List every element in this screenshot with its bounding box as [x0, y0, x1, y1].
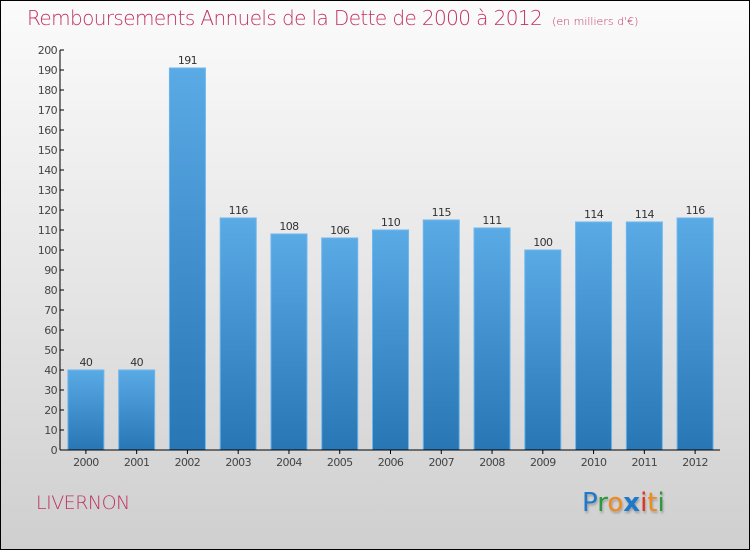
x-tick-label-2007: 2007: [428, 456, 454, 469]
y-tick-label: 160: [38, 124, 58, 137]
logo-letter: t: [647, 488, 658, 518]
y-tick-label: 10: [44, 424, 57, 437]
y-tick-label: 50: [44, 344, 57, 357]
logo-letter: i: [640, 488, 648, 518]
y-tick-label: 0: [51, 444, 58, 457]
bar-2002: [168, 67, 206, 451]
x-tick-label-2004: 2004: [276, 456, 302, 469]
y-tick-label: 60: [44, 324, 57, 337]
x-tick-label-2010: 2010: [581, 456, 607, 469]
data-label-2000: 40: [79, 356, 92, 369]
y-axis: 0 10 20 30 40 50 60 70 80 90 100 110 120 130 140 150 160…: [38, 44, 64, 457]
logo-letter: x: [623, 488, 641, 518]
data-label-2006: 110: [381, 216, 401, 229]
y-tick-label: 70: [44, 304, 57, 317]
logo-letter: o: [607, 488, 624, 518]
logo-letter: i: [657, 488, 665, 518]
x-tick-label-2000: 2000: [73, 456, 99, 469]
x-tick-label-2002: 2002: [175, 456, 201, 469]
y-tick-label: 180: [38, 84, 58, 97]
y-tick-label: 90: [44, 264, 57, 277]
bar-2006: [372, 229, 409, 451]
bar-2001: [118, 369, 156, 451]
bar-2007: [422, 219, 460, 451]
chart-subtitle: (en milliers d'€): [552, 15, 639, 28]
data-label-2011: 114: [635, 208, 655, 221]
data-label-2003: 116: [229, 204, 249, 217]
bar-2004: [270, 233, 308, 451]
x-axis: 2000 2001 2002 2003 2004 2005 2006 2007 2008 2009…: [60, 449, 720, 469]
y-tick-label: 190: [38, 64, 58, 77]
chart-title-main: Remboursements Annuels de la Dette de 20…: [27, 6, 543, 30]
y-tick-label: 200: [38, 44, 58, 57]
data-label-2009: 100: [533, 236, 553, 249]
data-label-2012: 116: [686, 204, 706, 217]
y-tick-label: 150: [38, 144, 58, 157]
bar-2010: [575, 221, 613, 451]
bar-2003: [219, 217, 257, 451]
bars: 40 40 191 116 108 106 110 115 111 100 114 114 116: [67, 54, 714, 451]
x-tick-label-2011: 2011: [632, 456, 658, 469]
bar-2009: [524, 249, 562, 451]
logo-letter: r: [597, 488, 608, 518]
x-tick-label-2001: 2001: [124, 456, 150, 469]
place-name: LIVERNON: [36, 492, 130, 514]
y-tick-label: 120: [38, 204, 58, 217]
x-tick-label-2003: 2003: [225, 456, 251, 469]
logo-letter: P: [582, 488, 598, 518]
bar-2000: [67, 369, 105, 451]
data-label-2004: 108: [279, 220, 299, 233]
y-tick-label: 20: [44, 404, 57, 417]
x-tick-label-2006: 2006: [378, 456, 404, 469]
y-tick-label: 30: [44, 384, 57, 397]
y-tick-label: 110: [38, 224, 58, 237]
y-tick-label: 40: [44, 364, 57, 377]
bar-2012: [676, 217, 714, 451]
bar-2011: [625, 221, 663, 451]
chart-title: Remboursements Annuels de la Dette de 20…: [27, 6, 638, 30]
data-label-2008: 111: [482, 214, 501, 227]
data-label-2002: 191: [178, 54, 197, 67]
y-tick-label: 80: [44, 284, 57, 297]
data-label-2001: 40: [130, 356, 143, 369]
y-tick-label: 170: [38, 104, 58, 117]
y-tick-label: 100: [38, 244, 58, 257]
data-label-2010: 114: [584, 208, 604, 221]
x-tick-label-2012: 2012: [682, 456, 708, 469]
bar-2005: [321, 237, 359, 451]
data-label-2005: 106: [330, 224, 350, 237]
x-tick-label-2008: 2008: [479, 456, 505, 469]
x-tick-label-2005: 2005: [327, 456, 353, 469]
data-label-2007: 115: [432, 206, 452, 219]
y-tick-label: 140: [38, 164, 58, 177]
bar-2008: [473, 227, 511, 451]
x-tick-label-2009: 2009: [530, 456, 556, 469]
proxiti-logo[interactable]: Proxiti: [582, 488, 665, 518]
y-tick-label: 130: [38, 184, 58, 197]
